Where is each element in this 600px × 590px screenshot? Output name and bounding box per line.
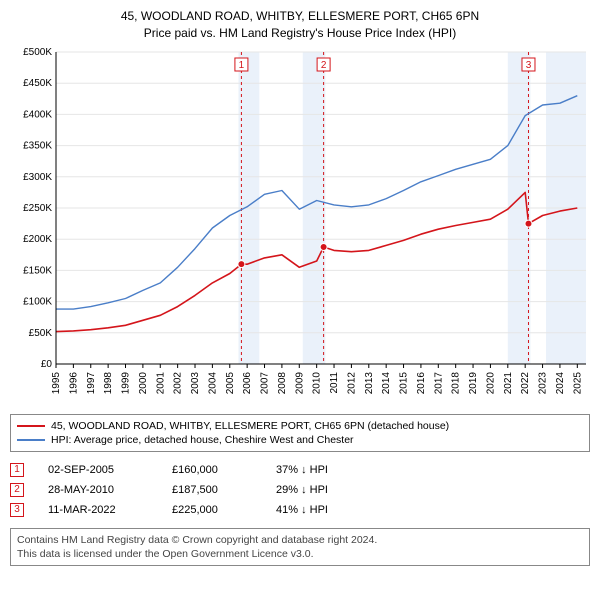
svg-text:£250K: £250K xyxy=(23,203,52,214)
sale-marker-3: 3 xyxy=(10,503,24,517)
attribution-line-2: This data is licensed under the Open Gov… xyxy=(17,547,583,561)
svg-text:2009: 2009 xyxy=(294,371,305,394)
title-block: 45, WOODLAND ROAD, WHITBY, ELLESMERE POR… xyxy=(10,8,590,42)
svg-text:£400K: £400K xyxy=(23,109,52,120)
svg-text:£450K: £450K xyxy=(23,78,52,89)
svg-text:2013: 2013 xyxy=(364,371,375,394)
sale-date: 11-MAR-2022 xyxy=(48,504,148,516)
svg-text:2003: 2003 xyxy=(190,371,201,394)
svg-text:£500K: £500K xyxy=(23,47,52,58)
svg-text:£0: £0 xyxy=(41,359,53,370)
svg-text:2002: 2002 xyxy=(173,371,184,394)
sale-pct: 41% ↓ HPI xyxy=(276,504,376,516)
svg-text:2007: 2007 xyxy=(260,371,271,394)
sale-marker-1: 1 xyxy=(10,463,24,477)
legend-swatch-property xyxy=(17,425,45,427)
svg-text:2019: 2019 xyxy=(468,371,479,394)
svg-text:1996: 1996 xyxy=(68,371,79,394)
svg-text:2018: 2018 xyxy=(451,371,462,394)
svg-text:2010: 2010 xyxy=(312,371,323,394)
svg-text:2001: 2001 xyxy=(155,371,166,394)
svg-text:1998: 1998 xyxy=(103,371,114,394)
svg-text:2004: 2004 xyxy=(207,371,218,394)
svg-text:2: 2 xyxy=(321,60,327,71)
legend-swatch-hpi xyxy=(17,439,45,441)
svg-text:2023: 2023 xyxy=(538,371,549,394)
attribution-line-1: Contains HM Land Registry data © Crown c… xyxy=(17,533,583,547)
legend-item-property: 45, WOODLAND ROAD, WHITBY, ELLESMERE POR… xyxy=(17,419,583,433)
sale-row: 2 28-MAY-2010 £187,500 29% ↓ HPI xyxy=(10,480,590,500)
svg-text:2020: 2020 xyxy=(485,371,496,394)
sale-price: £225,000 xyxy=(172,504,252,516)
sale-price: £187,500 xyxy=(172,484,252,496)
svg-text:2016: 2016 xyxy=(416,371,427,394)
svg-text:2012: 2012 xyxy=(346,371,357,394)
svg-text:1995: 1995 xyxy=(51,371,62,394)
svg-text:2021: 2021 xyxy=(503,371,514,394)
svg-text:£100K: £100K xyxy=(23,296,52,307)
svg-text:1: 1 xyxy=(239,60,245,71)
chart-container: 45, WOODLAND ROAD, WHITBY, ELLESMERE POR… xyxy=(0,0,600,574)
svg-text:2022: 2022 xyxy=(520,371,531,394)
svg-text:2006: 2006 xyxy=(242,371,253,394)
legend: 45, WOODLAND ROAD, WHITBY, ELLESMERE POR… xyxy=(10,414,590,452)
sales-table: 1 02-SEP-2005 £160,000 37% ↓ HPI 2 28-MA… xyxy=(10,460,590,520)
chart-svg: £0 £50K £100K £150K £200K £250K £300K £350K £400… xyxy=(10,46,590,406)
sale-date: 02-SEP-2005 xyxy=(48,464,148,476)
svg-text:2017: 2017 xyxy=(433,371,444,394)
svg-text:£300K: £300K xyxy=(23,171,52,182)
attribution: Contains HM Land Registry data © Crown c… xyxy=(10,528,590,566)
legend-label-property: 45, WOODLAND ROAD, WHITBY, ELLESMERE POR… xyxy=(51,420,449,432)
sale-price: £160,000 xyxy=(172,464,252,476)
sale-row: 3 11-MAR-2022 £225,000 41% ↓ HPI xyxy=(10,500,590,520)
svg-text:1999: 1999 xyxy=(121,371,132,394)
title-line-2: Price paid vs. HM Land Registry's House … xyxy=(10,25,590,42)
sale-date: 28-MAY-2010 xyxy=(48,484,148,496)
legend-item-hpi: HPI: Average price, detached house, Ches… xyxy=(17,433,583,447)
svg-text:£150K: £150K xyxy=(23,265,52,276)
svg-text:£200K: £200K xyxy=(23,234,52,245)
legend-label-hpi: HPI: Average price, detached house, Ches… xyxy=(51,434,354,446)
title-line-1: 45, WOODLAND ROAD, WHITBY, ELLESMERE POR… xyxy=(10,8,590,25)
svg-text:3: 3 xyxy=(526,60,532,71)
svg-text:2014: 2014 xyxy=(381,371,392,394)
svg-text:2024: 2024 xyxy=(555,371,566,394)
svg-text:2005: 2005 xyxy=(225,371,236,394)
svg-text:2025: 2025 xyxy=(572,371,583,394)
price-chart: £0 £50K £100K £150K £200K £250K £300K £350K £400… xyxy=(10,46,590,406)
svg-text:2011: 2011 xyxy=(329,371,340,393)
sale-pct: 37% ↓ HPI xyxy=(276,464,376,476)
svg-text:£50K: £50K xyxy=(29,327,53,338)
svg-text:£350K: £350K xyxy=(23,140,52,151)
sale-pct: 29% ↓ HPI xyxy=(276,484,376,496)
sale-marker-2: 2 xyxy=(10,483,24,497)
svg-text:2015: 2015 xyxy=(399,371,410,394)
svg-text:2000: 2000 xyxy=(138,371,149,394)
svg-text:2008: 2008 xyxy=(277,371,288,394)
svg-text:1997: 1997 xyxy=(86,371,97,394)
sale-row: 1 02-SEP-2005 £160,000 37% ↓ HPI xyxy=(10,460,590,480)
